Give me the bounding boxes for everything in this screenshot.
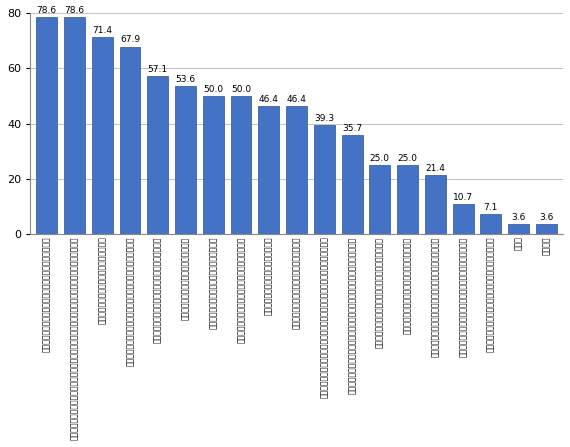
Text: 39.3: 39.3 bbox=[314, 114, 335, 123]
Bar bbox=[453, 204, 474, 234]
Text: 3.6: 3.6 bbox=[511, 213, 526, 222]
Bar bbox=[231, 96, 251, 234]
Bar bbox=[536, 224, 557, 234]
Bar bbox=[341, 135, 363, 234]
Text: 53.6: 53.6 bbox=[176, 75, 196, 84]
Text: 25.0: 25.0 bbox=[370, 154, 390, 163]
Bar bbox=[120, 46, 140, 234]
Text: 78.6: 78.6 bbox=[36, 6, 57, 15]
Text: 21.4: 21.4 bbox=[425, 164, 445, 173]
Text: 46.4: 46.4 bbox=[259, 95, 279, 104]
Text: 25.0: 25.0 bbox=[398, 154, 418, 163]
Bar bbox=[508, 224, 529, 234]
Text: 57.1: 57.1 bbox=[148, 65, 168, 74]
Text: 10.7: 10.7 bbox=[453, 193, 473, 202]
Bar bbox=[481, 214, 501, 234]
Text: 35.7: 35.7 bbox=[342, 124, 362, 133]
Bar bbox=[175, 86, 196, 234]
Bar bbox=[64, 17, 85, 234]
Bar bbox=[92, 37, 113, 234]
Bar bbox=[397, 165, 418, 234]
Text: 71.4: 71.4 bbox=[92, 26, 112, 35]
Bar bbox=[314, 126, 335, 234]
Text: 3.6: 3.6 bbox=[539, 213, 553, 222]
Text: 67.9: 67.9 bbox=[120, 35, 140, 45]
Text: 50.0: 50.0 bbox=[231, 85, 251, 94]
Text: 46.4: 46.4 bbox=[287, 95, 307, 104]
Text: 7.1: 7.1 bbox=[484, 203, 498, 212]
Text: 78.6: 78.6 bbox=[64, 6, 84, 15]
Bar bbox=[36, 17, 57, 234]
Text: 50.0: 50.0 bbox=[203, 85, 223, 94]
Bar bbox=[425, 175, 446, 234]
Bar bbox=[148, 76, 168, 234]
Bar bbox=[286, 106, 307, 234]
Bar bbox=[258, 106, 279, 234]
Bar bbox=[203, 96, 223, 234]
Bar bbox=[369, 165, 390, 234]
